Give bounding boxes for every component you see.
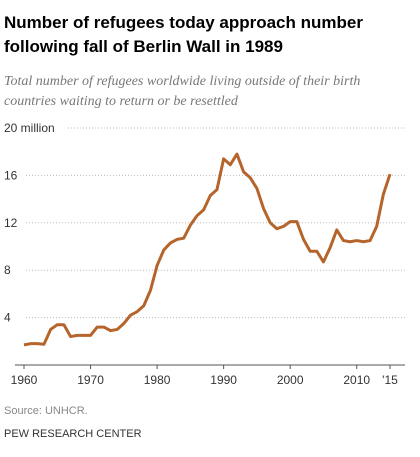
line bbox=[23, 152, 392, 347]
chart-subtitle: countries waiting to return or be resett… bbox=[4, 94, 239, 109]
credit: PEW RESEARCH CENTER bbox=[4, 428, 142, 440]
chart-title: following fall of Berlin Wall in 1989 bbox=[4, 37, 283, 56]
y-tick-label: 16 bbox=[4, 168, 18, 182]
x-tick-label: 1960 bbox=[11, 373, 38, 387]
source: Source: UNHCR. bbox=[4, 405, 88, 417]
y-tick-label: 20 million bbox=[4, 121, 55, 135]
y-tick-label: 8 bbox=[4, 263, 11, 277]
x-tick-label: 1970 bbox=[77, 373, 104, 387]
x-tick-label: '15 bbox=[382, 373, 398, 387]
x-tick-label: 1990 bbox=[210, 373, 237, 387]
y-tick-label: 12 bbox=[4, 216, 18, 230]
chart-subtitle: Total number of refugees worldwide livin… bbox=[4, 74, 360, 89]
x-tick-label: 2010 bbox=[343, 373, 370, 387]
x-tick-label: 2000 bbox=[277, 373, 304, 387]
y-tick-label: 4 bbox=[4, 311, 11, 325]
chart-title: Number of refugees today approach number bbox=[4, 13, 363, 32]
x-tick-label: 1980 bbox=[144, 373, 171, 387]
